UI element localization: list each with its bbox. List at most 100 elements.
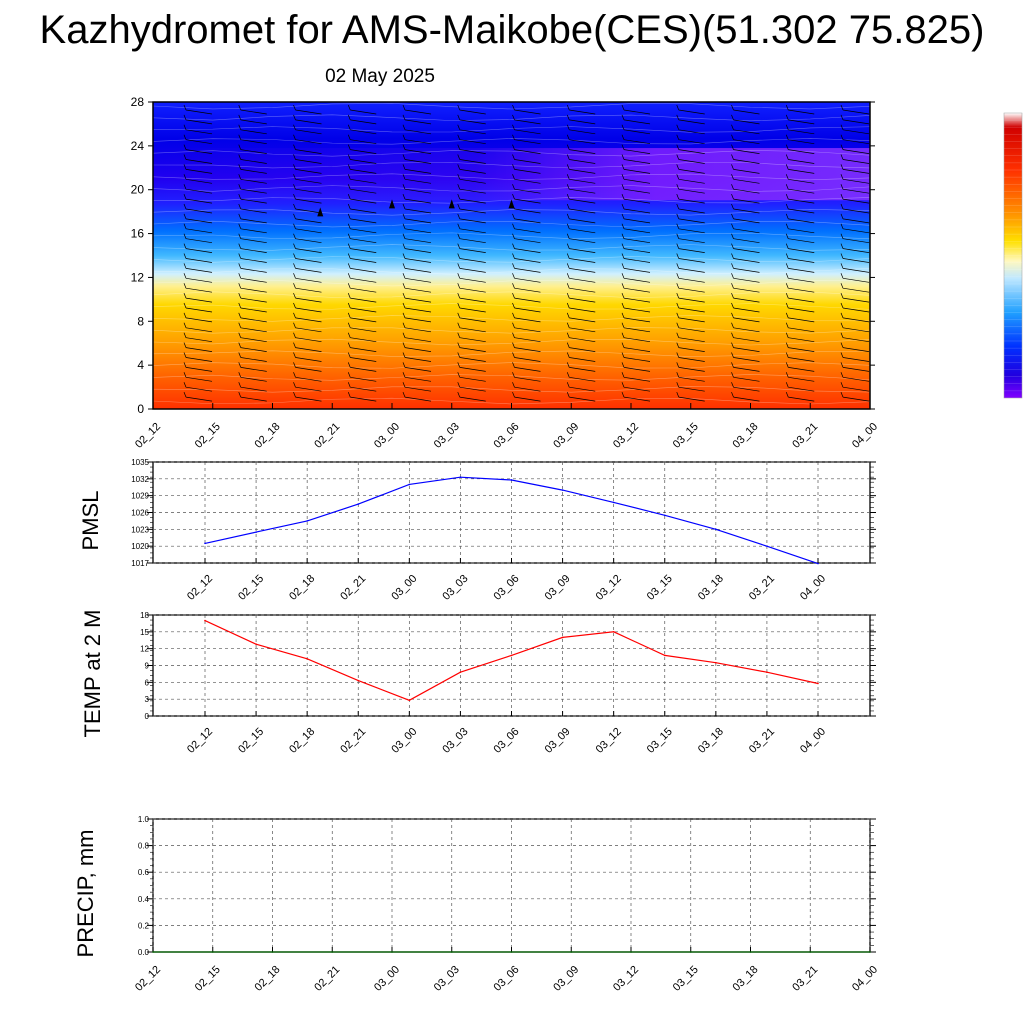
- wind-barb: [185, 258, 213, 263]
- wind-barb: [512, 273, 515, 279]
- wind-barb: [402, 174, 406, 180]
- wind-barb: [842, 258, 870, 263]
- wind-barb: [404, 178, 432, 184]
- wind-barb: [238, 283, 242, 289]
- wind-barb: [512, 292, 515, 299]
- wind-barb: [621, 104, 625, 111]
- wind-barb: [347, 233, 351, 239]
- wind-barb: [185, 367, 213, 372]
- wind-barb: [842, 218, 870, 224]
- wind-barb: [185, 297, 213, 303]
- wind-barb: [457, 342, 461, 348]
- wind-barb: [350, 238, 377, 244]
- data-point: [715, 528, 717, 531]
- wind-barb: [238, 391, 242, 398]
- wind-barb: [293, 233, 296, 239]
- wind-barb: [457, 243, 461, 249]
- x-tick-label: 03_09: [551, 964, 581, 994]
- wind-barb: [404, 268, 432, 273]
- wind-barb: [733, 198, 760, 204]
- wind-barb: [678, 139, 705, 145]
- wind-barb: [183, 114, 187, 121]
- y-tick-label: 12: [140, 645, 149, 654]
- wind-barb: [238, 372, 242, 378]
- wind-barb: [733, 169, 760, 174]
- cross-section-panel: 0 4 8 12 16 20 24 28 02_12 02_15 02_18 02_21 03_00 03…: [131, 95, 880, 451]
- wind-barb: [402, 223, 406, 229]
- wind-barb: [402, 114, 406, 121]
- wind-barb: [293, 134, 296, 140]
- wind-barb: [569, 139, 596, 145]
- y-tick-label: 1026: [131, 509, 149, 518]
- wind-barb: [731, 362, 734, 368]
- wind-barb: [623, 149, 651, 154]
- wind-barb: [404, 396, 432, 402]
- wind-barb: [623, 228, 651, 234]
- wind-barb: [566, 273, 570, 279]
- wind-barb: [733, 129, 760, 135]
- wind-barb: [238, 243, 242, 249]
- wind-barb: [623, 198, 651, 204]
- wind-barb: [183, 283, 187, 289]
- wind-barb: [842, 208, 870, 214]
- contour-line: [152, 209, 871, 216]
- wind-barb: [678, 376, 705, 382]
- wind-barb: [840, 273, 844, 279]
- wind-barb: [678, 169, 705, 174]
- wind-barb: [842, 149, 870, 154]
- wind-barb: [733, 228, 760, 234]
- data-point: [749, 951, 752, 953]
- wind-barb: [623, 208, 651, 214]
- wind-barb: [731, 322, 734, 328]
- wind-barb: [842, 386, 870, 392]
- wind-barb: [840, 332, 844, 338]
- data-point: [450, 951, 453, 953]
- wind-barb: [733, 109, 760, 115]
- wind-barb: [785, 213, 789, 220]
- wind-barb: [293, 263, 296, 269]
- wind-barb: [731, 273, 734, 279]
- wind-barb: [240, 208, 267, 214]
- wind-barb: [569, 277, 596, 283]
- wind-barb: [840, 144, 844, 150]
- wind-barb: [731, 382, 734, 388]
- wind-barb: [185, 317, 213, 323]
- wind-barb: [183, 362, 187, 368]
- x-tick-label: 02_21: [312, 421, 342, 451]
- wind-barb: [785, 243, 789, 249]
- wind-barb: [459, 386, 486, 392]
- wind-barb: [566, 203, 570, 210]
- wind-barb: [185, 307, 213, 313]
- data-point: [561, 636, 564, 639]
- wind-barb: [842, 159, 870, 164]
- wind-barb: [293, 243, 296, 249]
- data-point: [570, 951, 573, 953]
- wind-barb: [457, 144, 461, 150]
- wind-barb: [293, 193, 296, 200]
- wind-barb: [293, 144, 296, 150]
- wind-barb: [350, 218, 377, 224]
- wind-barb: [788, 307, 815, 313]
- wind-barb: [840, 342, 844, 348]
- wind-barb: [350, 129, 377, 135]
- x-tick-label: 04_00: [850, 964, 880, 994]
- wind-barb: [238, 273, 242, 279]
- wind-barb: [842, 327, 870, 333]
- wind-barb: [293, 154, 296, 160]
- wind-barb: [788, 129, 815, 135]
- x-tick-label: 03_00: [389, 573, 419, 603]
- wind-barb: [512, 154, 515, 160]
- y-tick-label: 8: [137, 314, 144, 328]
- wind-barb: [569, 347, 596, 352]
- wind-barb: [295, 218, 322, 224]
- wind-barb: [459, 357, 486, 362]
- wind-barb: [459, 287, 486, 293]
- wind-barb: [785, 322, 789, 328]
- wind-barb: [459, 109, 486, 115]
- wind-barb: [347, 322, 351, 328]
- wind-barb: [404, 248, 432, 253]
- wind-barb: [183, 342, 187, 348]
- wind-barb: [731, 342, 734, 348]
- wind-barb: [569, 287, 596, 293]
- wind-barb: [295, 307, 322, 313]
